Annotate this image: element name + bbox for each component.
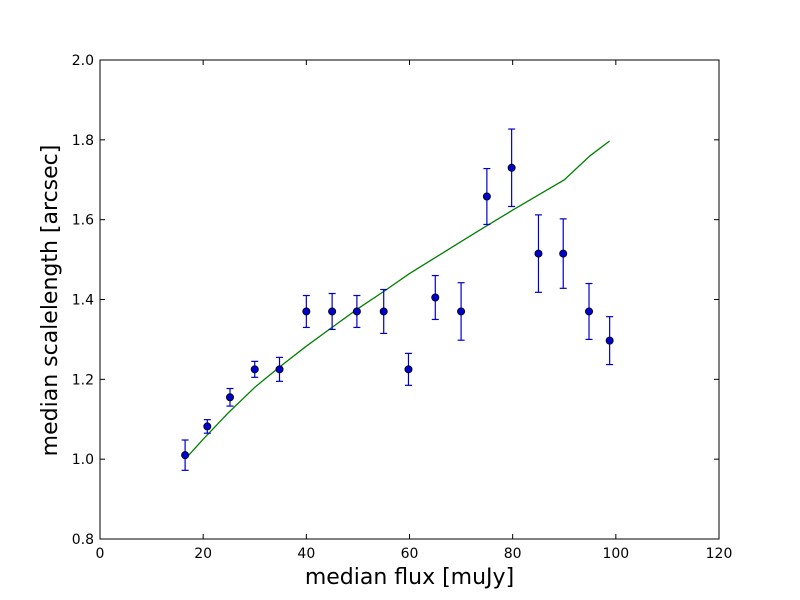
data-point (352, 307, 361, 316)
y-tick-label: 2.0 (72, 53, 94, 69)
y-tick-label: 1.4 (72, 293, 94, 309)
data-point (457, 307, 466, 316)
x-tick-label: 60 (401, 546, 419, 562)
x-tick-label: 40 (297, 546, 315, 562)
data-point (482, 192, 491, 201)
y-tick-label: 0.8 (72, 532, 94, 548)
x-tick-label: 20 (194, 546, 212, 562)
data-points-layer (181, 163, 614, 460)
data-point (431, 293, 440, 302)
x-axis-label: median flux [muJy] (305, 565, 514, 590)
fit-line-layer (184, 140, 610, 460)
data-point (534, 249, 543, 258)
x-tick-label: 120 (706, 546, 733, 562)
y-tick-label: 1.8 (72, 133, 94, 149)
y-axis-ticks: 0.8 1.0 1.2 1.4 1.6 1.8 2.0 (72, 53, 719, 548)
y-tick-label: 1.2 (72, 372, 94, 388)
data-point (379, 307, 388, 316)
data-point (507, 163, 516, 172)
fit-line (184, 140, 610, 460)
data-point (275, 365, 284, 374)
y-axis-label: median scalelength [arcsec] (38, 145, 63, 457)
data-point (328, 307, 337, 316)
y-tick-label: 1.0 (72, 452, 94, 468)
data-point (302, 307, 311, 316)
x-tick-label: 0 (96, 546, 105, 562)
data-point (585, 307, 594, 316)
data-point (250, 365, 259, 374)
y-tick-label: 1.6 (72, 213, 94, 229)
data-point (605, 336, 614, 345)
data-point (225, 393, 234, 402)
data-point (203, 422, 212, 431)
x-axis-ticks: 0 20 40 60 80 100 120 (96, 60, 733, 562)
x-tick-label: 100 (602, 546, 629, 562)
data-point (559, 249, 568, 258)
data-point (404, 365, 413, 374)
data-point (181, 451, 190, 460)
x-tick-label: 80 (504, 546, 522, 562)
